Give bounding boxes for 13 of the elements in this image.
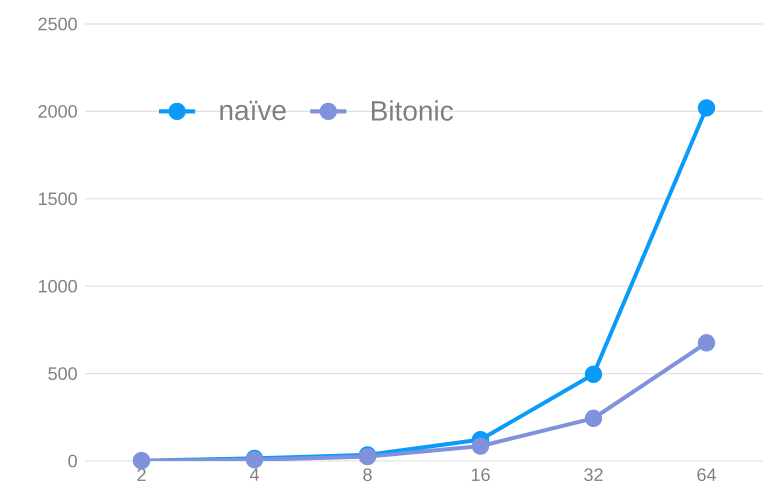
x-tick-label: 32 (584, 468, 603, 482)
y-tick-label: 2000 (38, 105, 77, 118)
x-tick-label: 8 (363, 468, 372, 482)
y-tick-label: 2500 (38, 18, 77, 30)
y-tick-label: 1500 (38, 192, 77, 206)
legend-label: naïve (220, 100, 286, 120)
x-tick-label: 4 (250, 468, 259, 481)
y-tick-label: 500 (48, 367, 77, 380)
x-tick-label: 16 (472, 468, 490, 482)
y-tick-label: 1000 (38, 280, 77, 293)
x-tick-label: 64 (697, 468, 716, 482)
y-tick-label: 0 (68, 454, 77, 468)
legend-label: Bitonic (372, 100, 453, 121)
